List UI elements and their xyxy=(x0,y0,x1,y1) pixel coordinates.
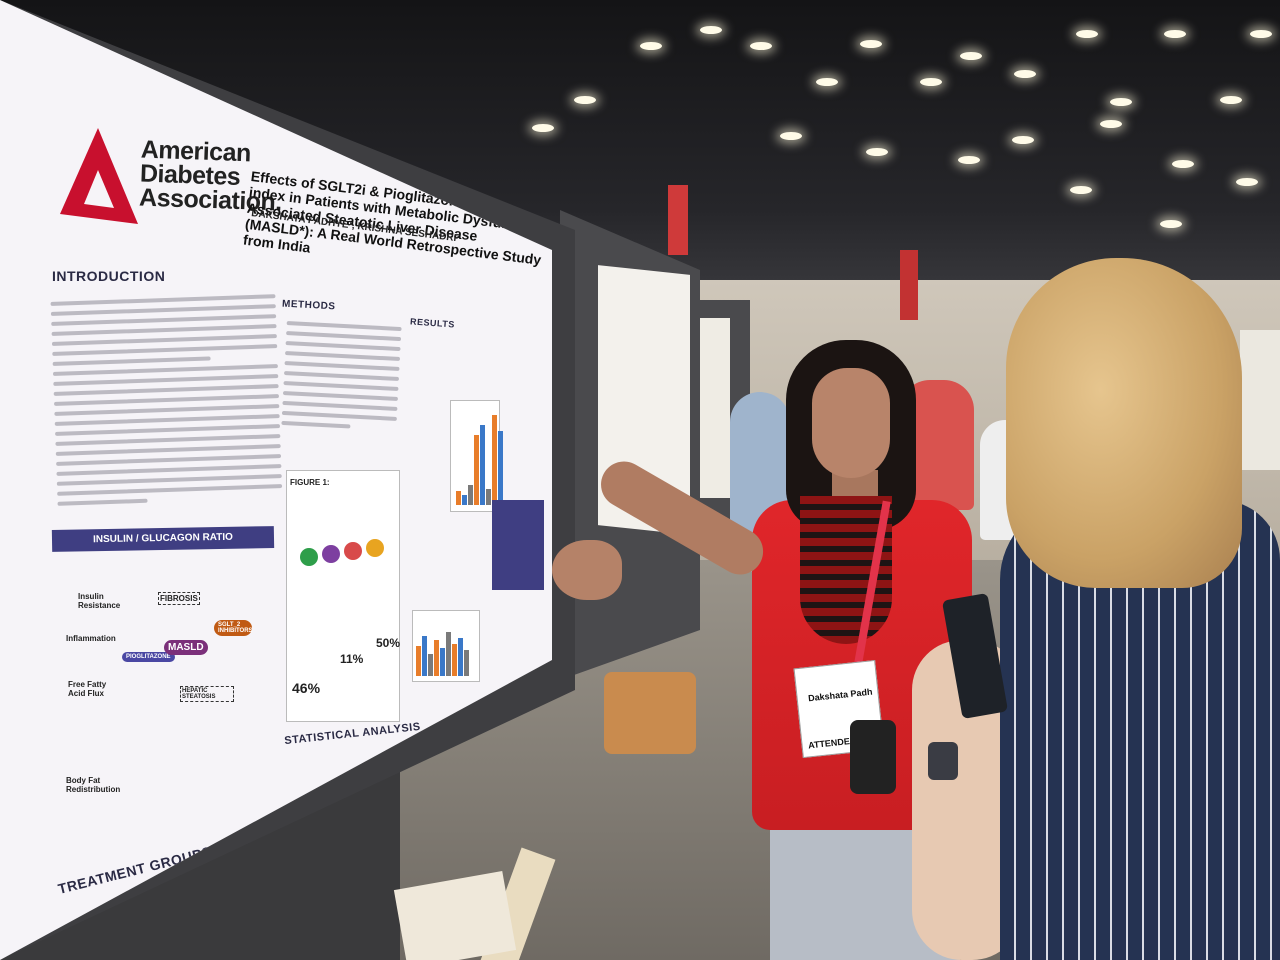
chip-pioglitazone: PIOGLITAZONE xyxy=(122,652,175,662)
smartwatch xyxy=(928,742,958,780)
ceiling-lamp xyxy=(1220,96,1242,104)
label-body-fat: Body Fat Redistribution xyxy=(66,776,121,794)
ceiling-lamp xyxy=(958,156,980,164)
ceiling-lamp xyxy=(532,124,554,132)
ceiling-lamp xyxy=(1070,186,1092,194)
ceiling-lamp xyxy=(1250,30,1272,38)
intro-text xyxy=(50,288,283,512)
ceiling-lamp xyxy=(1100,120,1122,128)
ceiling-lamp xyxy=(860,40,882,48)
listener-hair xyxy=(1006,258,1242,588)
methods-text xyxy=(281,315,402,437)
ceiling-lamp xyxy=(1164,30,1186,38)
chart-bar xyxy=(452,644,457,676)
hanging-sign xyxy=(668,185,688,255)
figure-1-label: FIGURE 1: xyxy=(290,478,330,487)
figure-circle xyxy=(300,548,318,566)
chart-bar xyxy=(416,646,421,676)
chip-masld: MASLD xyxy=(164,640,208,655)
conclusion-box xyxy=(492,500,544,590)
presenter-face xyxy=(812,368,890,478)
chart-bar xyxy=(462,495,467,505)
chart-bar xyxy=(468,485,473,505)
ada-triangle-logo xyxy=(60,128,138,224)
chart-bar xyxy=(428,654,433,676)
handbag xyxy=(604,672,696,754)
ceiling-lamp xyxy=(920,78,942,86)
chart-bar xyxy=(458,638,463,676)
ceiling-lamp xyxy=(866,148,888,156)
chart-bar xyxy=(456,491,461,505)
ceiling-lamp xyxy=(1014,70,1036,78)
presenter-phone xyxy=(850,720,896,794)
ceiling-lamp xyxy=(1236,178,1258,186)
ceiling-lamp xyxy=(1110,98,1132,106)
insulin-glucagon-band: INSULIN / GLUCAGON RATIO xyxy=(51,526,275,552)
chart-bar xyxy=(498,431,503,505)
section-introduction: INTRODUCTION xyxy=(52,268,166,284)
chip-sglt2i: SGLT_2 INHIBITORS xyxy=(214,620,253,636)
ceiling-lamp xyxy=(1076,30,1098,38)
presenter-hand xyxy=(552,540,622,600)
label-free-fatty-acid: Free Fatty Acid Flux xyxy=(68,680,107,698)
figure-circle xyxy=(322,545,340,563)
chart-bar xyxy=(422,636,427,676)
chart-bar xyxy=(492,415,497,505)
ceiling-lamp xyxy=(816,78,838,86)
stat-46: 46% xyxy=(292,680,321,696)
masld-diagram: Insulin Resistance Inflammation Free Fat… xyxy=(52,556,284,816)
chart-bar xyxy=(434,640,439,676)
ceiling-lamp xyxy=(1012,136,1034,144)
ceiling-lamp xyxy=(750,42,772,50)
chart-bar xyxy=(480,425,485,505)
figure-1-box xyxy=(286,470,400,722)
hanging-sign xyxy=(900,250,918,320)
ceiling-lamp xyxy=(700,26,722,34)
chart-bar xyxy=(464,650,469,676)
chart-bar xyxy=(446,632,451,676)
label-insulin-resistance: Insulin Resistance xyxy=(78,592,121,610)
stat-11: 11% xyxy=(340,652,364,666)
figure-circle xyxy=(366,539,384,557)
background-poster xyxy=(700,318,730,498)
label-inflammation: Inflammation xyxy=(66,634,116,643)
ceiling-lamp xyxy=(780,132,802,140)
background-poster xyxy=(1240,330,1280,470)
section-results: RESULTS xyxy=(409,316,456,330)
ceiling-lamp xyxy=(574,96,596,104)
stat-50: 50% xyxy=(376,636,401,650)
figure-circle xyxy=(344,542,362,560)
ceiling-lamp xyxy=(960,52,982,60)
chart-bar xyxy=(486,489,491,505)
ceiling-lamp xyxy=(1160,220,1182,228)
section-methods: METHODS xyxy=(281,298,336,313)
chart-bar xyxy=(440,648,445,676)
label-fibrosis: FIBROSIS xyxy=(158,592,200,605)
ceiling-lamp xyxy=(1172,160,1194,168)
ceiling-lamp xyxy=(640,42,662,50)
label-hepatic-steatosis: HEPATIC STEATOSIS xyxy=(180,686,234,702)
chart-bar xyxy=(474,435,479,505)
